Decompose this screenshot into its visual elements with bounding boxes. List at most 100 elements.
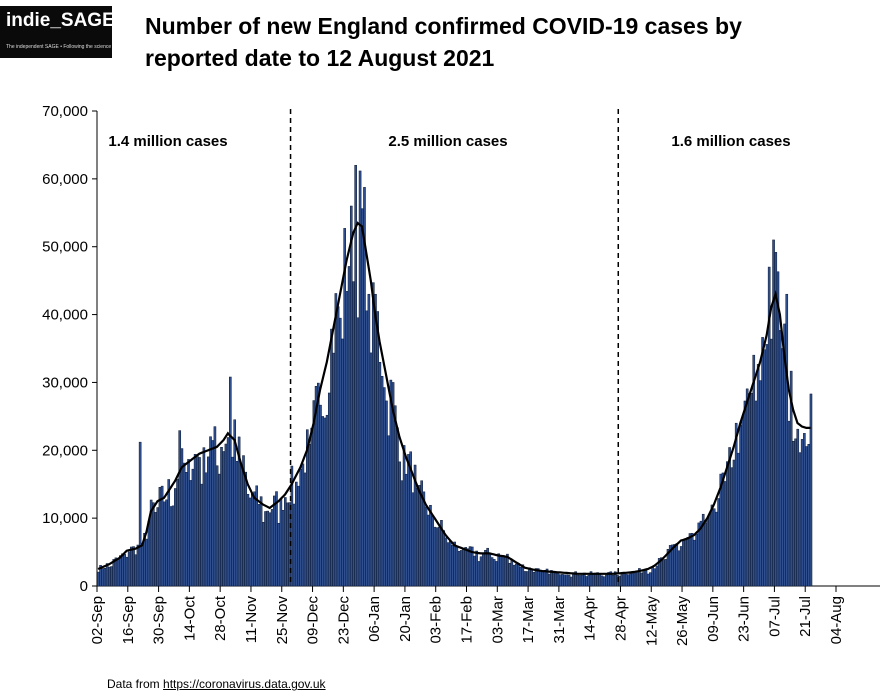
daily-case-bar xyxy=(756,364,760,587)
daily-case-bar xyxy=(158,487,162,587)
daily-case-bar xyxy=(385,400,388,587)
daily-case-bar xyxy=(393,405,397,587)
daily-case-bar xyxy=(292,503,296,587)
x-tick-label: 16-Sep xyxy=(120,596,137,644)
daily-case-bar xyxy=(187,459,190,587)
daily-case-bar xyxy=(684,539,687,587)
daily-case-bar xyxy=(662,559,665,587)
daily-case-bar xyxy=(185,472,188,587)
source-link[interactable]: https://coronavirus.data.gov.uk xyxy=(163,677,326,691)
x-tick-label: 11-Nov xyxy=(243,596,260,644)
daily-case-bar xyxy=(400,480,404,587)
y-tick-label: 10,000 xyxy=(42,510,88,527)
daily-case-bar xyxy=(323,417,327,587)
daily-case-bar xyxy=(444,537,448,587)
daily-case-bar xyxy=(484,550,487,587)
daily-case-bar xyxy=(633,572,637,587)
daily-case-bar xyxy=(244,471,248,587)
daily-case-bar xyxy=(246,493,250,587)
daily-case-bar xyxy=(499,555,503,587)
period-total-label: 2.5 million cases xyxy=(388,133,507,150)
daily-case-bar xyxy=(371,282,375,587)
x-tick-label: 06-Jan xyxy=(366,596,383,642)
daily-case-bar xyxy=(125,556,129,587)
daily-case-bar xyxy=(229,376,232,587)
daily-case-bar xyxy=(745,388,749,587)
daily-case-bar xyxy=(343,228,346,587)
daily-case-bar xyxy=(341,338,344,587)
daily-case-bar xyxy=(316,382,320,587)
daily-case-bar xyxy=(800,439,804,587)
daily-case-bar xyxy=(794,438,797,587)
daily-case-bar xyxy=(730,467,734,587)
daily-case-bar xyxy=(451,545,454,587)
daily-case-bar xyxy=(778,330,782,587)
daily-case-bar xyxy=(196,454,199,587)
daily-case-bar xyxy=(248,497,252,587)
daily-case-bar xyxy=(295,481,298,587)
daily-case-bar xyxy=(642,570,646,587)
daily-case-bar xyxy=(169,506,173,587)
daily-case-bar xyxy=(299,468,302,587)
daily-case-bar xyxy=(110,566,113,587)
x-tick-label: 02-Sep xyxy=(89,596,106,644)
x-tick-label: 28-Apr xyxy=(612,596,629,641)
daily-case-bar xyxy=(253,491,256,587)
daily-case-bar xyxy=(259,496,263,587)
daily-case-bar xyxy=(358,170,362,587)
daily-case-bar xyxy=(688,533,692,587)
daily-case-bar xyxy=(466,548,470,587)
daily-case-bar xyxy=(723,481,727,587)
daily-case-bar xyxy=(640,572,643,587)
daily-case-bar xyxy=(479,556,483,587)
daily-case-bar xyxy=(211,440,215,587)
daily-case-bar xyxy=(433,526,437,587)
x-tick-label: 21-Jul xyxy=(797,596,814,637)
daily-case-bar xyxy=(776,271,780,587)
daily-case-bar xyxy=(108,566,111,587)
daily-case-bar xyxy=(464,547,467,587)
daily-case-bar xyxy=(796,428,800,587)
daily-case-bar xyxy=(226,437,230,587)
daily-case-bar xyxy=(565,574,569,587)
daily-case-bar xyxy=(134,554,138,587)
daily-case-bar xyxy=(407,454,410,587)
daily-case-bar xyxy=(600,575,604,587)
daily-case-bar xyxy=(807,444,811,587)
daily-case-bar xyxy=(251,492,254,587)
daily-case-bar xyxy=(332,352,335,587)
daily-case-bar xyxy=(611,575,615,587)
daily-case-bar xyxy=(602,576,606,587)
daily-case-bar xyxy=(154,512,157,587)
daily-case-bar xyxy=(442,530,445,587)
daily-case-bar xyxy=(772,239,775,587)
daily-case-bar xyxy=(378,362,382,587)
daily-case-bar xyxy=(349,205,353,587)
daily-case-bar xyxy=(193,454,197,587)
daily-case-bar xyxy=(710,504,714,587)
x-tick-label: 14-Oct xyxy=(181,595,198,641)
daily-case-bar xyxy=(495,561,498,587)
daily-case-bar xyxy=(338,317,342,587)
daily-case-bar xyxy=(721,472,725,587)
indie-sage-logo: indie_SAGE The independent SAGE • Follow… xyxy=(0,6,115,58)
daily-case-bar xyxy=(459,550,463,587)
daily-case-bar xyxy=(622,572,626,587)
y-tick-label: 50,000 xyxy=(42,239,88,256)
daily-case-bar xyxy=(202,447,206,587)
daily-case-bar xyxy=(576,574,580,587)
x-tick-label: 09-Dec xyxy=(305,596,322,645)
x-tick-label: 23-Dec xyxy=(335,596,352,645)
daily-case-bar xyxy=(528,567,531,587)
daily-case-bar xyxy=(435,527,439,587)
daily-case-bar xyxy=(277,523,280,587)
daily-case-bar xyxy=(765,344,769,587)
daily-case-bar xyxy=(503,556,507,587)
daily-case-bar xyxy=(761,337,764,587)
daily-case-bar xyxy=(587,574,591,587)
daily-case-bar xyxy=(525,571,529,587)
daily-case-bar xyxy=(167,479,171,587)
daily-case-bar xyxy=(732,459,736,587)
daily-case-bar xyxy=(488,553,492,587)
daily-case-bar xyxy=(376,311,379,587)
